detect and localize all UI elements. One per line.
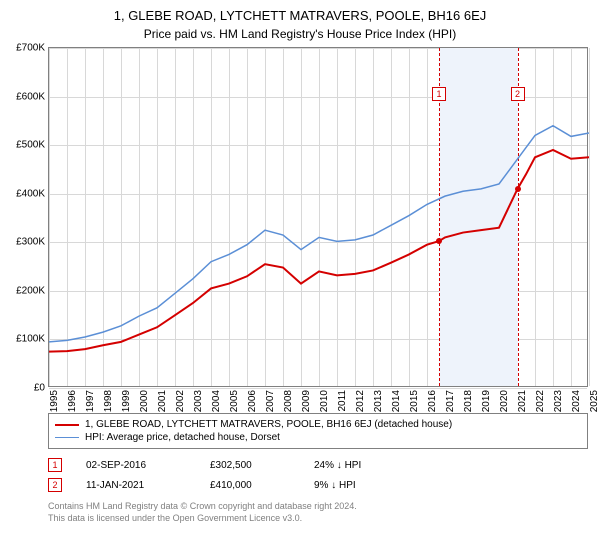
x-tick-label: 2021 <box>517 390 528 412</box>
legend-item: 1, GLEBE ROAD, LYTCHETT MATRAVERS, POOLE… <box>55 418 581 431</box>
legend-item: HPI: Average price, detached house, Dors… <box>55 431 581 444</box>
event-row: 1 02-SEP-2016 £302,500 24% ↓ HPI <box>48 455 588 475</box>
x-tick-label: 2006 <box>247 390 258 412</box>
event-price: £410,000 <box>210 480 290 491</box>
y-tick-label: £500K <box>16 140 45 151</box>
event-date: 02-SEP-2016 <box>86 460 186 471</box>
chart-area: £0£100K£200K£300K£400K£500K£600K£700K199… <box>48 47 588 405</box>
x-tick-label: 2007 <box>265 390 276 412</box>
legend: 1, GLEBE ROAD, LYTCHETT MATRAVERS, POOLE… <box>48 413 588 449</box>
y-tick-label: £400K <box>16 188 45 199</box>
legend-label: 1, GLEBE ROAD, LYTCHETT MATRAVERS, POOLE… <box>85 419 452 430</box>
chart-subtitle: Price paid vs. HM Land Registry's House … <box>0 23 600 47</box>
event-date: 11-JAN-2021 <box>86 480 186 491</box>
x-tick-label: 2010 <box>319 390 330 412</box>
event-row: 2 11-JAN-2021 £410,000 9% ↓ HPI <box>48 475 588 495</box>
x-tick-label: 2022 <box>535 390 546 412</box>
y-tick-label: £300K <box>16 237 45 248</box>
event-table: 1 02-SEP-2016 £302,500 24% ↓ HPI 2 11-JAN-202… <box>48 455 588 495</box>
x-tick-label: 1999 <box>121 390 132 412</box>
x-tick-label: 1998 <box>103 390 114 412</box>
y-tick-label: £700K <box>16 43 45 54</box>
x-tick-label: 2025 <box>589 390 600 412</box>
x-tick-label: 2020 <box>499 390 510 412</box>
event-point <box>515 186 521 192</box>
plot-region: £0£100K£200K£300K£400K£500K£600K£700K199… <box>48 47 588 387</box>
legend-swatch <box>55 424 79 426</box>
y-tick-label: £100K <box>16 334 45 345</box>
x-tick-label: 2003 <box>193 390 204 412</box>
y-tick-label: £200K <box>16 285 45 296</box>
series-svg <box>49 48 589 388</box>
legend-label: HPI: Average price, detached house, Dors… <box>85 432 280 443</box>
x-tick-label: 2004 <box>211 390 222 412</box>
footer-line: Contains HM Land Registry data © Crown c… <box>48 501 588 513</box>
chart-title: 1, GLEBE ROAD, LYTCHETT MATRAVERS, POOLE… <box>0 0 600 23</box>
event-point <box>436 238 442 244</box>
x-tick-label: 2002 <box>175 390 186 412</box>
x-tick-label: 2001 <box>157 390 168 412</box>
y-tick-label: £0 <box>34 383 45 394</box>
series-line <box>49 126 589 342</box>
event-id-box: 1 <box>48 458 62 472</box>
x-tick-label: 2015 <box>409 390 420 412</box>
x-tick-label: 1996 <box>67 390 78 412</box>
event-delta: 9% ↓ HPI <box>314 480 356 491</box>
event-marker-label: 1 <box>432 87 446 101</box>
x-tick-label: 2014 <box>391 390 402 412</box>
footer-attribution: Contains HM Land Registry data © Crown c… <box>48 501 588 524</box>
x-tick-label: 2013 <box>373 390 384 412</box>
x-tick-label: 1997 <box>85 390 96 412</box>
x-tick-label: 2012 <box>355 390 366 412</box>
legend-swatch <box>55 437 79 438</box>
x-tick-label: 2023 <box>553 390 564 412</box>
x-tick-label: 2024 <box>571 390 582 412</box>
x-tick-label: 2018 <box>463 390 474 412</box>
x-tick-label: 2017 <box>445 390 456 412</box>
event-id-box: 2 <box>48 478 62 492</box>
event-delta: 24% ↓ HPI <box>314 460 361 471</box>
event-price: £302,500 <box>210 460 290 471</box>
x-tick-label: 2009 <box>301 390 312 412</box>
x-tick-label: 2008 <box>283 390 294 412</box>
x-tick-label: 2011 <box>337 390 348 412</box>
event-marker-label: 2 <box>511 87 525 101</box>
chart-container: 1, GLEBE ROAD, LYTCHETT MATRAVERS, POOLE… <box>0 0 600 560</box>
y-tick-label: £600K <box>16 91 45 102</box>
x-tick-label: 2019 <box>481 390 492 412</box>
x-tick-label: 2000 <box>139 390 150 412</box>
footer-line: This data is licensed under the Open Gov… <box>48 513 588 525</box>
x-tick-label: 2016 <box>427 390 438 412</box>
x-tick-label: 2005 <box>229 390 240 412</box>
x-tick-label: 1995 <box>49 390 60 412</box>
